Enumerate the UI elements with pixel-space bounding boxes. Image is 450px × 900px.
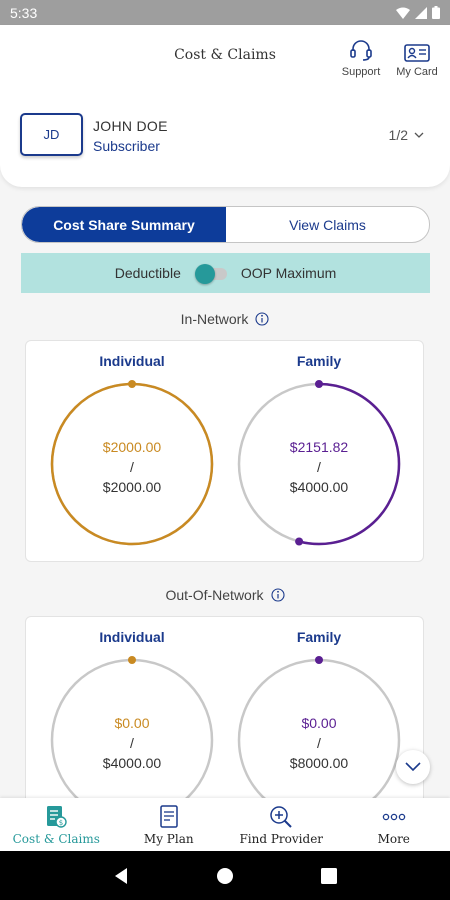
svg-text:$: $ [59,819,63,827]
spent-amount: $0.00 [114,715,150,731]
back-icon[interactable] [113,867,129,885]
progress-ring [237,380,401,546]
spent-amount: $0.00 [301,715,337,731]
view-tabs: Cost Share Summary View Claims [21,206,430,243]
limit-amount: $2000.00 [102,479,162,495]
status-bar: 5:33 [0,0,450,25]
nav-label: Cost & Claims [12,832,100,846]
tab-view-claims[interactable]: View Claims [289,216,366,233]
member-selector[interactable]: JD JOHN DOE Subscriber 1/2 [20,113,430,157]
toggle-deductible-label: Deductible [114,265,181,281]
amount-separator: / [317,459,321,475]
id-card-icon [404,44,430,62]
limit-amount: $4000.00 [289,479,349,495]
nav-label: My Plan [143,832,194,846]
avatar: JD [20,113,83,156]
family-label: Family [296,353,342,369]
my-card-label: My Card [396,66,438,78]
deductible-oop-toggle-row: Deductible OOP Maximum [21,253,430,293]
progress-ring [50,380,214,546]
nav-label: Find Provider [239,832,324,846]
more-icon [382,813,405,821]
out-network-heading: Out-Of-Network [0,587,450,603]
nav-more[interactable]: More [338,798,450,851]
limit-amount: $8000.00 [289,755,349,771]
family-label: Family [296,629,342,645]
ring-start-dot [128,380,136,388]
nav-find-provider[interactable]: Find Provider [225,798,338,851]
ring-end-dot [295,537,304,546]
info-icon[interactable] [255,312,269,326]
header-panel: Cost & Claims Support My Card JD JOHN [0,25,450,187]
cost-claims-icon: $ [47,806,67,828]
member-page-indicator: 1/2 [388,127,408,143]
amount-separator: / [317,735,321,751]
my-card-button[interactable]: My Card [391,35,443,78]
ring-progress [298,382,401,546]
android-nav-bar [0,851,450,900]
my-plan-icon [160,805,178,828]
in-network-title: In-Network [180,311,249,327]
nav-label: More [377,832,410,846]
in-network-card: Individual $2000.00 / $2000.00 Family $2… [25,340,424,562]
headset-icon [350,40,372,61]
amount-separator: / [130,459,134,475]
info-icon[interactable] [270,588,285,602]
member-name: JOHN DOE [93,118,168,134]
out-network-card: Individual $0.00 / $4000.00 Family $0.00… [25,616,424,822]
in-network-heading: In-Network [0,311,450,327]
individual-label: Individual [99,353,165,369]
battery-icon [432,6,440,19]
recents-icon[interactable] [320,867,337,884]
scroll-down-button[interactable] [396,750,430,784]
out-network-individual-ring: $0.00 / $4000.00 [47,655,217,825]
spent-amount: $2151.82 [289,439,349,455]
chevron-down-icon [414,132,424,138]
limit-amount: $4000.00 [102,755,162,771]
signal-icon [415,6,427,19]
tab-cost-share-summary[interactable]: Cost Share Summary [22,207,226,242]
support-label: Support [341,66,381,78]
toggle-oop-label: OOP Maximum [240,265,337,281]
spent-amount: $2000.00 [102,439,162,455]
individual-label: Individual [99,629,165,645]
member-page-dropdown[interactable]: 1/2 [389,127,424,143]
member-role: Subscriber [93,138,160,154]
support-button[interactable]: Support [335,35,387,78]
wifi-icon [396,7,410,19]
nav-cost-claims[interactable]: $ Cost & Claims [0,798,113,851]
in-network-family-ring: $2151.82 / $4000.00 [234,379,404,549]
out-network-title: Out-Of-Network [165,587,264,603]
ring-start-dot [315,380,323,388]
ring-start-dot [315,656,323,664]
bottom-nav: $ Cost & Claims My Plan Find Provider [0,798,450,851]
chevron-down-icon [405,762,421,772]
nav-my-plan[interactable]: My Plan [113,798,226,851]
status-time: 5:33 [10,4,38,21]
deductible-oop-switch[interactable] [194,263,227,284]
switch-knob [194,264,215,284]
find-provider-icon [270,806,292,828]
page-title: Cost & Claims [174,47,276,63]
home-icon[interactable] [216,867,234,885]
amount-separator: / [130,735,134,751]
ring-start-dot [128,656,136,664]
in-network-individual-ring: $2000.00 / $2000.00 [47,379,217,549]
